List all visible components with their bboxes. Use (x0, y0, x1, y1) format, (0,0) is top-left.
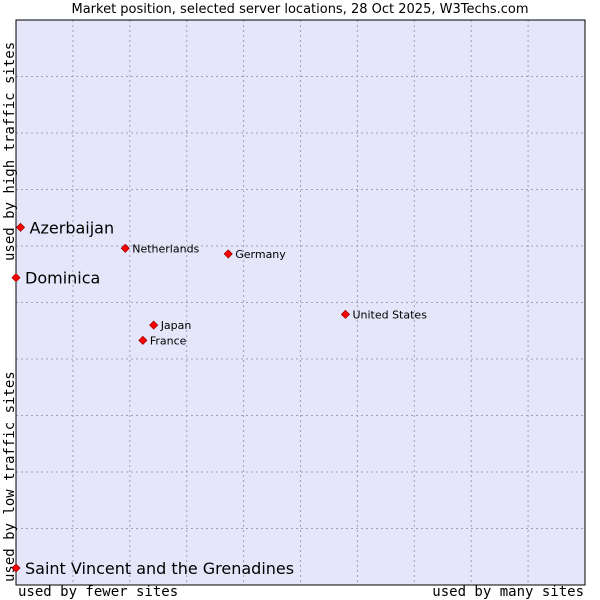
point-germany (223, 249, 233, 259)
point-netherlands (120, 243, 130, 253)
x-axis-label-many: used by many sites (432, 584, 584, 600)
point-label-azerbaijan: Azerbaijan (30, 218, 115, 237)
plot-border (15, 19, 586, 586)
y-axis-label-low: used by low traffic sites (2, 371, 18, 582)
x-axis-label-fewer: used by fewer sites (18, 584, 179, 600)
point-label-saint-vincent-and-the-grenadines: Saint Vincent and the Grenadines (25, 559, 294, 578)
point-japan (149, 320, 159, 330)
point-label-germany: Germany (235, 248, 286, 261)
y-axis-label-high: used by high traffic sites (2, 42, 18, 261)
point-label-dominica: Dominica (25, 269, 100, 288)
point-united-states (340, 309, 351, 319)
point-label-france: France (150, 334, 187, 347)
point-saint-vincent-and-the-grenadines (11, 563, 21, 573)
chart-title: Market position, selected server locatio… (71, 2, 529, 17)
point-label-united-states: United States (352, 308, 427, 321)
point-dominica (11, 273, 21, 283)
grid (16, 20, 585, 585)
point-azerbaijan (15, 222, 26, 232)
data-points: Azerbaijan Dominica Saint Vincent and the … (11, 218, 427, 578)
point-france (138, 335, 148, 345)
point-label-netherlands: Netherlands (132, 242, 199, 255)
point-label-japan: Japan (160, 319, 192, 332)
